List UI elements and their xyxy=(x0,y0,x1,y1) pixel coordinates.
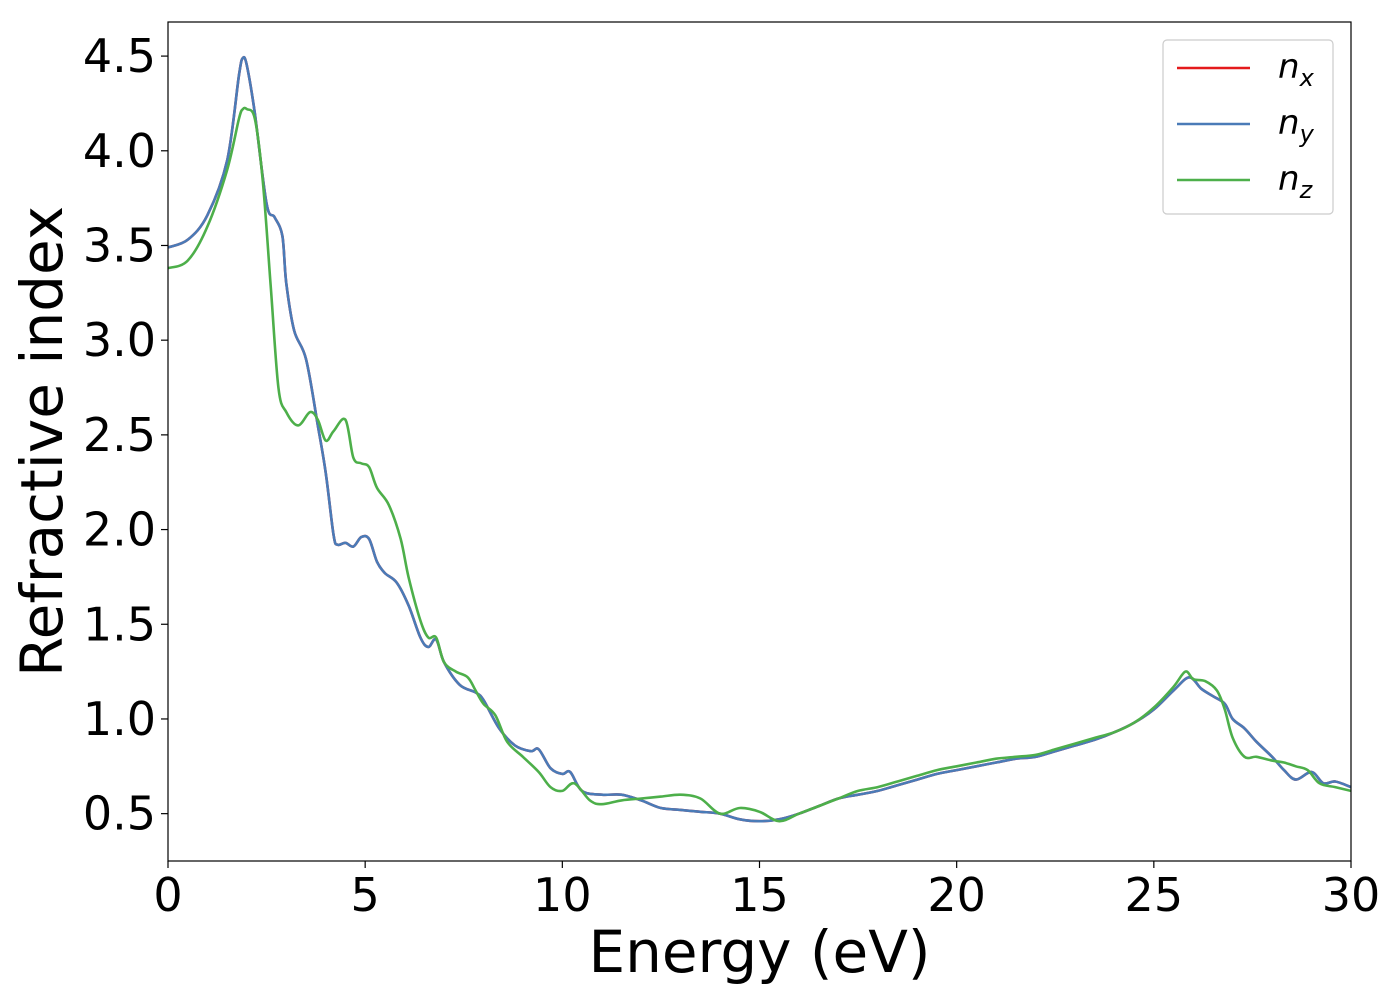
axes-ticks: 0 5 10 15 20 25 30 0.5 1.0 1.5 2.0 2.5 3.0 3.5 4.0 4.5 xyxy=(83,29,1380,922)
y-tick-label: 3.5 xyxy=(83,218,156,272)
y-tick-label: 2.0 xyxy=(83,503,156,557)
x-tick-label: 10 xyxy=(533,868,592,922)
x-tick-label: 0 xyxy=(153,868,182,922)
x-tick-label: 15 xyxy=(730,868,789,922)
legend-items: nx ny nz xyxy=(1177,47,1315,204)
y-tick-label: 3.0 xyxy=(83,313,156,367)
series-line-y xyxy=(168,55,1351,823)
legend: nx ny nz xyxy=(1162,39,1334,215)
series-layer xyxy=(168,55,1351,823)
y-tick-label: 0.5 xyxy=(83,787,156,841)
x-tick-label: 25 xyxy=(1125,868,1184,922)
y-tick-label: 4.5 xyxy=(83,29,156,83)
y-tick-label: 4.0 xyxy=(83,124,156,178)
legend-label-z: nz xyxy=(1278,159,1314,204)
legend-label-y: ny xyxy=(1278,103,1315,148)
y-tick-label: 1.5 xyxy=(83,597,156,651)
y-tick-label: 2.5 xyxy=(83,408,156,462)
x-tick-label: 20 xyxy=(927,868,986,922)
y-axis-title: Refractive index xyxy=(8,206,76,677)
x-tick-label: 5 xyxy=(351,868,380,922)
legend-label-x: nx xyxy=(1278,47,1315,92)
series-line-z xyxy=(168,106,1351,823)
legend-box xyxy=(1162,39,1334,215)
x-tick-label: 30 xyxy=(1322,868,1381,922)
x-axis-title: Energy (eV) xyxy=(588,918,930,986)
y-tick-label: 1.0 xyxy=(83,692,156,746)
